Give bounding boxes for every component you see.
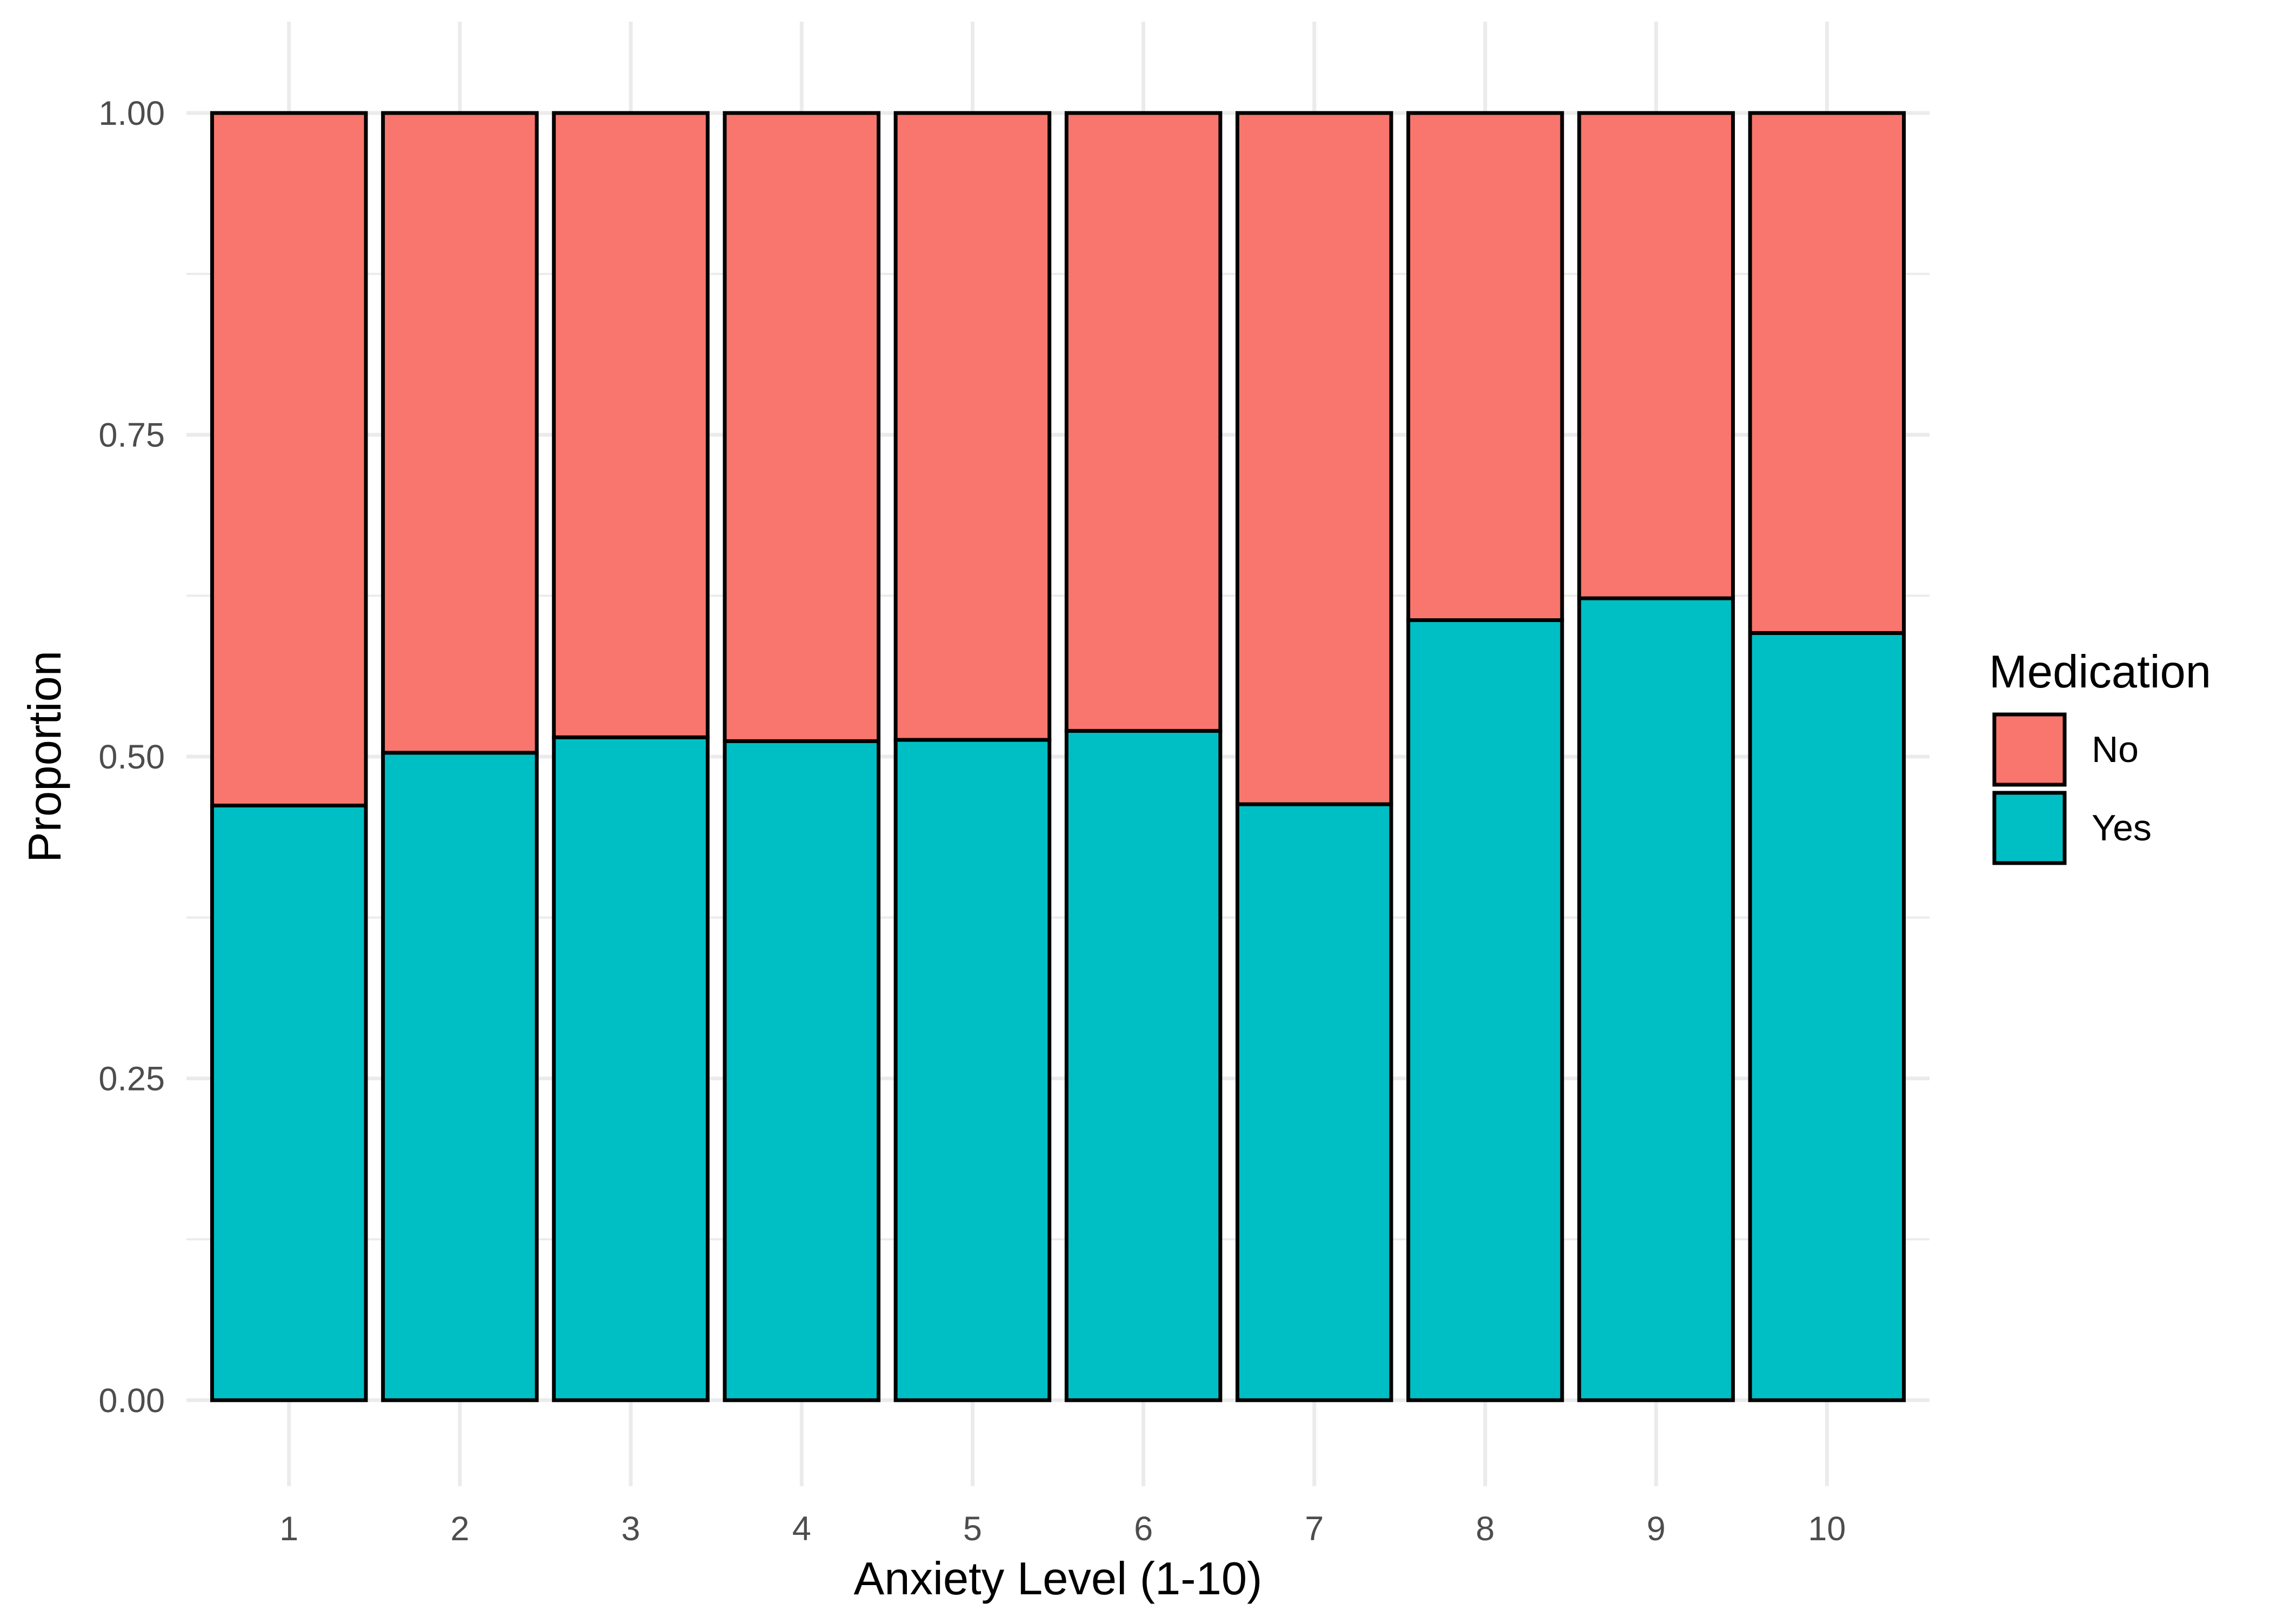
x-tick-label: 6 (1134, 1510, 1153, 1548)
bar-no-1 (210, 111, 368, 808)
x-tick-label: 2 (450, 1510, 469, 1548)
y-tick-label: 0.00 (98, 1382, 165, 1420)
legend-swatch-yes (1992, 791, 2067, 865)
bar-yes-4 (723, 739, 881, 1402)
x-tick-label: 7 (1305, 1510, 1324, 1548)
x-tick-label: 10 (1808, 1510, 1846, 1548)
y-tick-label: 0.75 (98, 417, 165, 455)
bar-yes-9 (1577, 596, 1735, 1402)
x-tick-label: 9 (1647, 1510, 1666, 1548)
bar-yes-8 (1406, 618, 1564, 1402)
bar-yes-7 (1235, 802, 1393, 1402)
bar-no-7 (1235, 111, 1393, 806)
bar-no-3 (552, 111, 710, 739)
bar-yes-10 (1748, 631, 1906, 1402)
bar-yes-6 (1064, 729, 1223, 1402)
axis-layer: 0.00 0.25 0.50 0.75 1.00 1 2 3 4 5 6 7 8 9 10 (98, 95, 1846, 1548)
x-tick-label: 8 (1476, 1510, 1494, 1548)
bar-no-10 (1748, 111, 1906, 635)
bar-no-2 (381, 111, 539, 755)
legend-swatch-no (1992, 712, 2067, 787)
legend-items: No Yes (1992, 712, 2152, 865)
bar-no-9 (1577, 111, 1735, 600)
x-tick-label: 5 (963, 1510, 982, 1548)
bar-yes-1 (210, 804, 368, 1402)
bar-no-6 (1064, 111, 1223, 733)
y-tick-label: 0.25 (98, 1060, 165, 1098)
x-tick-label: 4 (792, 1510, 811, 1548)
bar-no-5 (893, 111, 1052, 742)
x-axis-title: Anxiety Level (1-10) (854, 1553, 1263, 1605)
x-tick-label: 1 (279, 1510, 298, 1548)
bar-yes-2 (381, 751, 539, 1402)
bar-yes-3 (552, 735, 710, 1402)
bar-yes-5 (893, 738, 1052, 1402)
y-tick-label: 0.50 (98, 738, 165, 776)
bar-no-4 (723, 111, 881, 743)
x-tick-label: 3 (622, 1510, 640, 1548)
legend-label-yes: Yes (2092, 807, 2152, 848)
y-tick-label: 1.00 (98, 95, 165, 132)
legend: Medication No Yes (1989, 646, 2211, 865)
y-axis-title: Proportion (19, 651, 71, 863)
bars-layer (210, 111, 1906, 1402)
legend-title: Medication (1989, 646, 2211, 698)
legend-label-no: No (2092, 729, 2139, 770)
bar-no-8 (1406, 111, 1564, 623)
